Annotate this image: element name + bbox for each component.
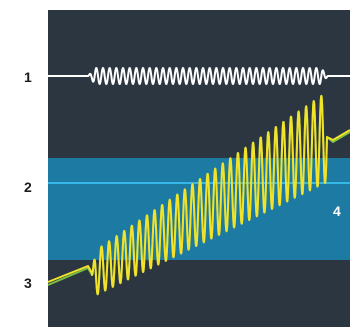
label-4: 4 [333, 203, 341, 219]
trace-2-yellow [47, 94, 350, 296]
trace-1-white [48, 67, 350, 85]
label-1: 1 [24, 69, 32, 85]
label-3: 3 [24, 275, 32, 291]
label-2: 2 [24, 179, 32, 195]
waveforms [47, 67, 350, 296]
